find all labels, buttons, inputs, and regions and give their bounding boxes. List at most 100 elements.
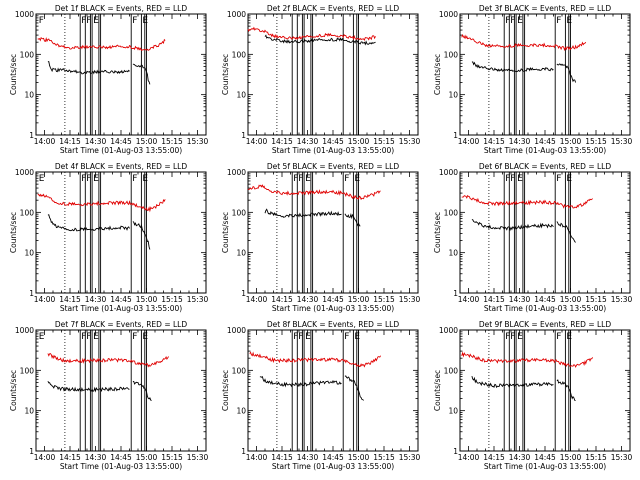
x-tick-label: 15:00 xyxy=(136,137,158,146)
flag-label: E xyxy=(305,332,311,342)
x-tick-label: 14:45 xyxy=(322,137,344,146)
y-tick-label: 100 xyxy=(20,50,35,59)
x-axis-label: Start Time (01-Aug-03 13:55:00) xyxy=(60,304,182,313)
chart-title: Det 7f BLACK = Events, RED = LLD xyxy=(55,320,188,329)
x-tick-label: 14:45 xyxy=(322,453,344,462)
x-tick-label: 14:45 xyxy=(322,295,344,304)
chart-title: Det 3f BLACK = Events, RED = LLD xyxy=(479,4,612,13)
flag-label: E xyxy=(93,16,99,26)
flag-label: F xyxy=(293,174,298,184)
x-tick-label: 15:30 xyxy=(611,453,633,462)
flag-label: E xyxy=(93,332,99,342)
events-series-line-1 xyxy=(132,63,151,85)
y-tick-label: 10 xyxy=(24,407,34,416)
y-tick-label: 1000 xyxy=(227,326,246,335)
x-axis-label: Start Time (01-Aug-03 13:55:00) xyxy=(272,304,394,313)
flag-label: F xyxy=(39,16,44,26)
x-tick-label: 14:30 xyxy=(509,453,531,462)
events-series-line-0 xyxy=(264,208,342,218)
x-tick-label: 14:30 xyxy=(297,137,319,146)
y-tick-label: 100 xyxy=(20,208,35,217)
y-axis-label: Counts/sec xyxy=(9,212,18,253)
chart-panel-7f: Det 7f BLACK = Events, RED = LLD 1 10 100 10… xyxy=(9,320,209,471)
y-tick-label: 1 xyxy=(29,447,34,456)
flag-label: E xyxy=(566,16,572,26)
y-tick-label: 1000 xyxy=(439,326,458,335)
chart-panel-4f: Det 4f BLACK = Events, RED = LLD 1 10 100 10… xyxy=(9,162,209,313)
events-series-line-0 xyxy=(47,61,130,75)
x-tick-label: 15:15 xyxy=(161,137,183,146)
x-axis-label: Start Time (01-Aug-03 13:55:00) xyxy=(484,462,606,471)
x-tick-label: 14:15 xyxy=(483,453,505,462)
flag-label: E xyxy=(354,174,360,184)
x-tick-label: 14:00 xyxy=(34,295,56,304)
plot-frame xyxy=(247,329,419,452)
x-tick-label: 14:15 xyxy=(483,295,505,304)
flag-label: F xyxy=(510,16,515,26)
events-series-line-1 xyxy=(132,381,152,401)
lld-series-line-0 xyxy=(37,37,166,51)
x-tick-label: 15:30 xyxy=(611,295,633,304)
x-tick-label: 15:00 xyxy=(136,453,158,462)
flag-label: F xyxy=(556,16,561,26)
lld-series-line-0 xyxy=(47,353,169,368)
y-tick-label: 100 xyxy=(444,208,459,217)
events-series-line-0 xyxy=(264,34,376,46)
y-tick-label: 1000 xyxy=(15,10,34,19)
plot-frame xyxy=(35,171,207,294)
x-axis-label: Start Time (01-Aug-03 13:55:00) xyxy=(484,146,606,155)
x-axis-label: Start Time (01-Aug-03 13:55:00) xyxy=(272,462,394,471)
y-tick-label: 1000 xyxy=(439,10,458,19)
flag-label: E xyxy=(142,332,148,342)
y-tick-label: 1000 xyxy=(227,168,246,177)
y-tick-label: 10 xyxy=(448,249,458,258)
lld-series-line-0 xyxy=(37,193,166,213)
y-tick-label: 10 xyxy=(236,91,246,100)
events-series-line-1 xyxy=(344,213,361,227)
flag-label: F xyxy=(132,174,137,184)
y-tick-label: 10 xyxy=(448,91,458,100)
x-tick-label: 14:30 xyxy=(509,137,531,146)
flag-label: E xyxy=(93,174,99,184)
x-tick-label: 14:00 xyxy=(246,453,268,462)
x-tick-label: 15:15 xyxy=(585,295,607,304)
lld-series-line-0 xyxy=(247,26,376,41)
chart-title: Det 5f BLACK = Events, RED = LLD xyxy=(267,162,400,171)
y-tick-label: 1 xyxy=(453,289,458,298)
y-axis-label: Counts/sec xyxy=(221,212,230,253)
x-tick-label: 15:30 xyxy=(611,137,633,146)
x-tick-label: 14:15 xyxy=(483,137,505,146)
flag-label: F xyxy=(81,16,86,26)
y-tick-label: 1000 xyxy=(227,10,246,19)
plot-frame xyxy=(459,329,631,452)
chart-title: Det 4f BLACK = Events, RED = LLD xyxy=(55,162,188,171)
events-series-line-1 xyxy=(132,221,151,250)
y-tick-label: 10 xyxy=(448,407,458,416)
y-tick-label: 1000 xyxy=(15,168,34,177)
chart-panel-3f: Det 3f BLACK = Events, RED = LLD 1 10 100 10… xyxy=(433,4,633,155)
x-axis-label: Start Time (01-Aug-03 13:55:00) xyxy=(60,146,182,155)
y-tick-label: 1 xyxy=(453,447,458,456)
flag-label: F xyxy=(298,332,303,342)
events-series-line-0 xyxy=(471,219,554,232)
x-tick-label: 14:00 xyxy=(458,137,480,146)
flag-label: F xyxy=(510,332,515,342)
lld-series-line-0 xyxy=(247,184,381,201)
flag-label: F xyxy=(505,16,510,26)
x-tick-label: 15:00 xyxy=(560,453,582,462)
x-tick-label: 15:00 xyxy=(560,295,582,304)
y-axis-label: Counts/sec xyxy=(9,54,18,95)
chart-title: Det 9f BLACK = Events, RED = LLD xyxy=(479,320,612,329)
y-tick-label: 100 xyxy=(20,366,35,375)
flag-label: F xyxy=(510,174,515,184)
chart-title: Det 6f BLACK = Events, RED = LLD xyxy=(479,162,612,171)
events-series-line-0 xyxy=(259,376,342,388)
x-tick-label: 14:30 xyxy=(85,295,107,304)
flag-label: E xyxy=(39,174,45,184)
x-tick-label: 15:15 xyxy=(373,137,395,146)
flag-label: F xyxy=(293,332,298,342)
x-tick-label: 14:45 xyxy=(534,295,556,304)
flag-label: F xyxy=(556,174,561,184)
lld-series-line-0 xyxy=(461,351,593,368)
x-tick-label: 14:00 xyxy=(458,453,480,462)
